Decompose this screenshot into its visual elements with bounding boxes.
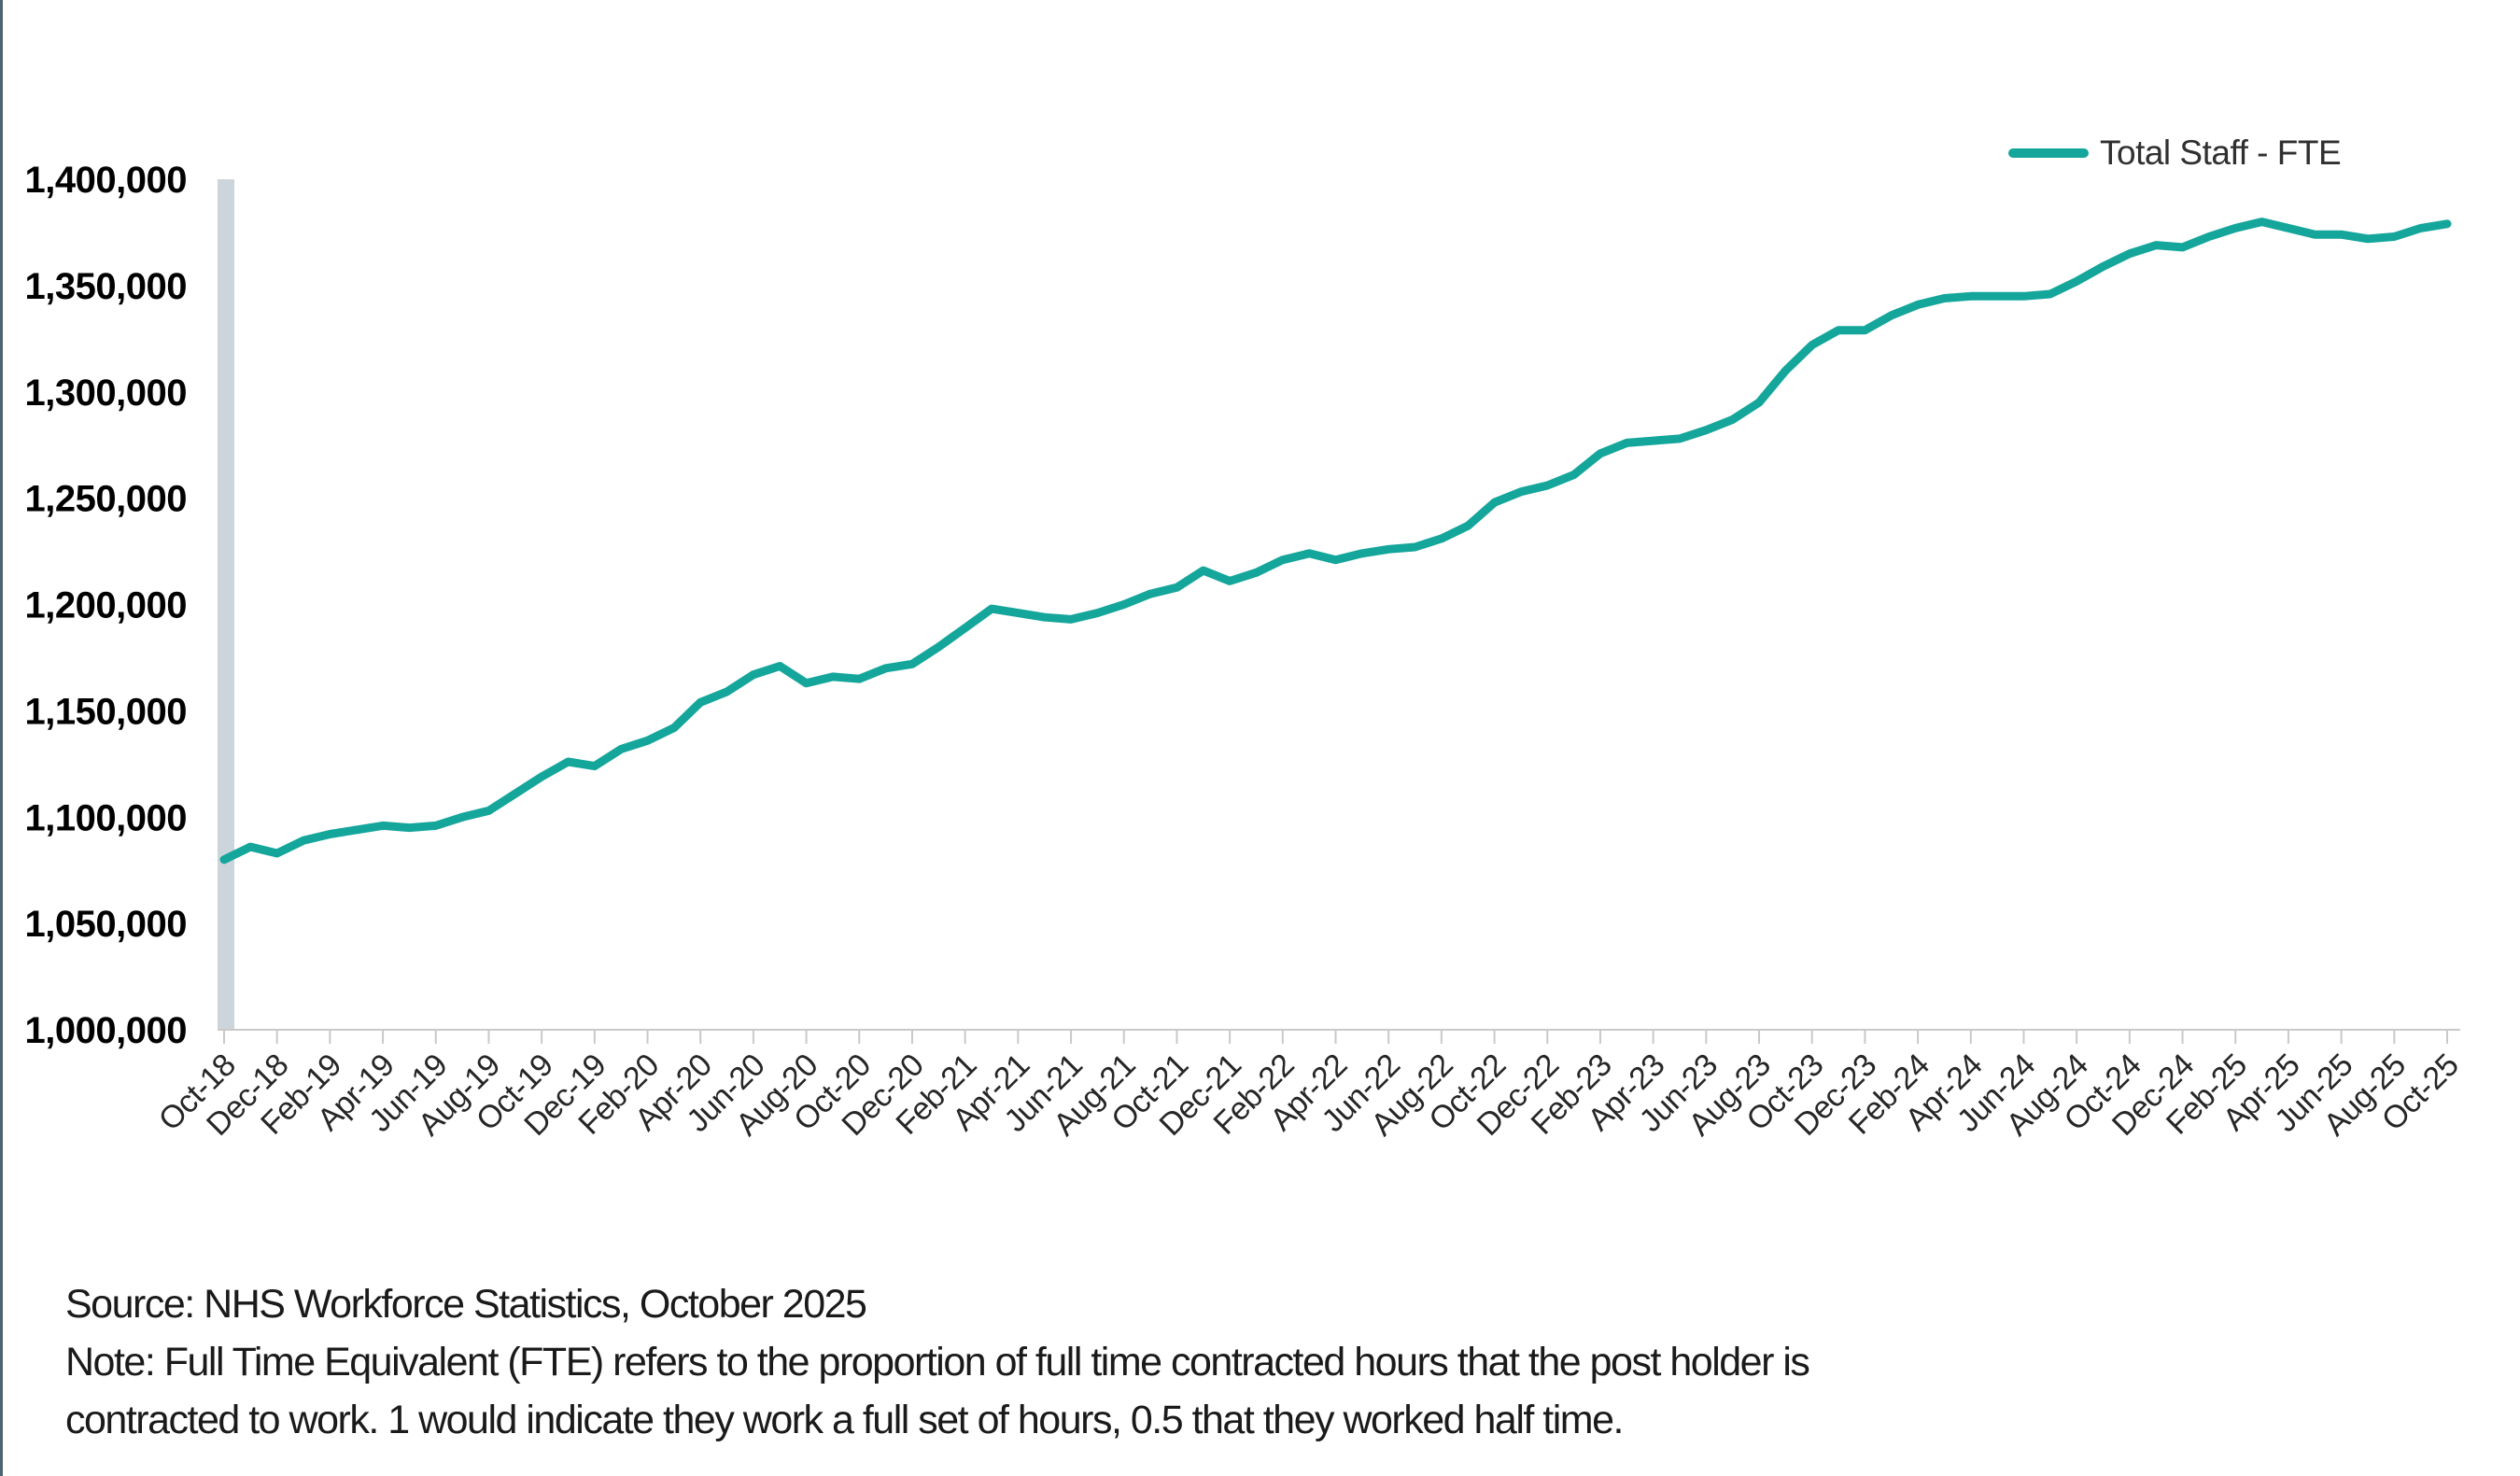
source-text: Source: NHS Workforce Statistics, Octobe… <box>65 1282 867 1327</box>
total-staff-fte-line-chart: Oct-18Dec-18Feb-19Apr-19Jun-19Aug-19Oct-… <box>25 160 2466 1143</box>
y-axis-tick-label: 1,300,000 <box>25 373 187 414</box>
footnote: Source: NHS Workforce Statistics, Octobe… <box>65 1275 1810 1449</box>
y-axis-tick-label: 1,200,000 <box>25 585 187 626</box>
y-axis-tick-label: 1,000,000 <box>25 1010 187 1051</box>
total-staff-fte-series-line <box>219 218 2452 865</box>
note-text-line2: contracted to work. 1 would indicate the… <box>65 1398 1624 1442</box>
y-axis-tick-label: 1,100,000 <box>25 797 187 838</box>
legend-label: Total Staff - FTE <box>2100 134 2342 172</box>
y-axis-bar <box>218 179 234 1030</box>
note-text-line1: Note: Full Time Equivalent (FTE) refers … <box>65 1340 1810 1385</box>
y-axis-tick-label: 1,250,000 <box>25 479 187 520</box>
y-axis-tick-label: 1,150,000 <box>25 691 187 732</box>
y-axis-tick-label: 1,350,000 <box>25 266 187 307</box>
legend-line-swatch <box>2008 148 2089 158</box>
chart-legend: Total Staff - FTE <box>2008 134 2342 173</box>
y-axis-tick-label: 1,050,000 <box>25 904 187 945</box>
y-axis-tick-label: 1,400,000 <box>25 160 187 201</box>
